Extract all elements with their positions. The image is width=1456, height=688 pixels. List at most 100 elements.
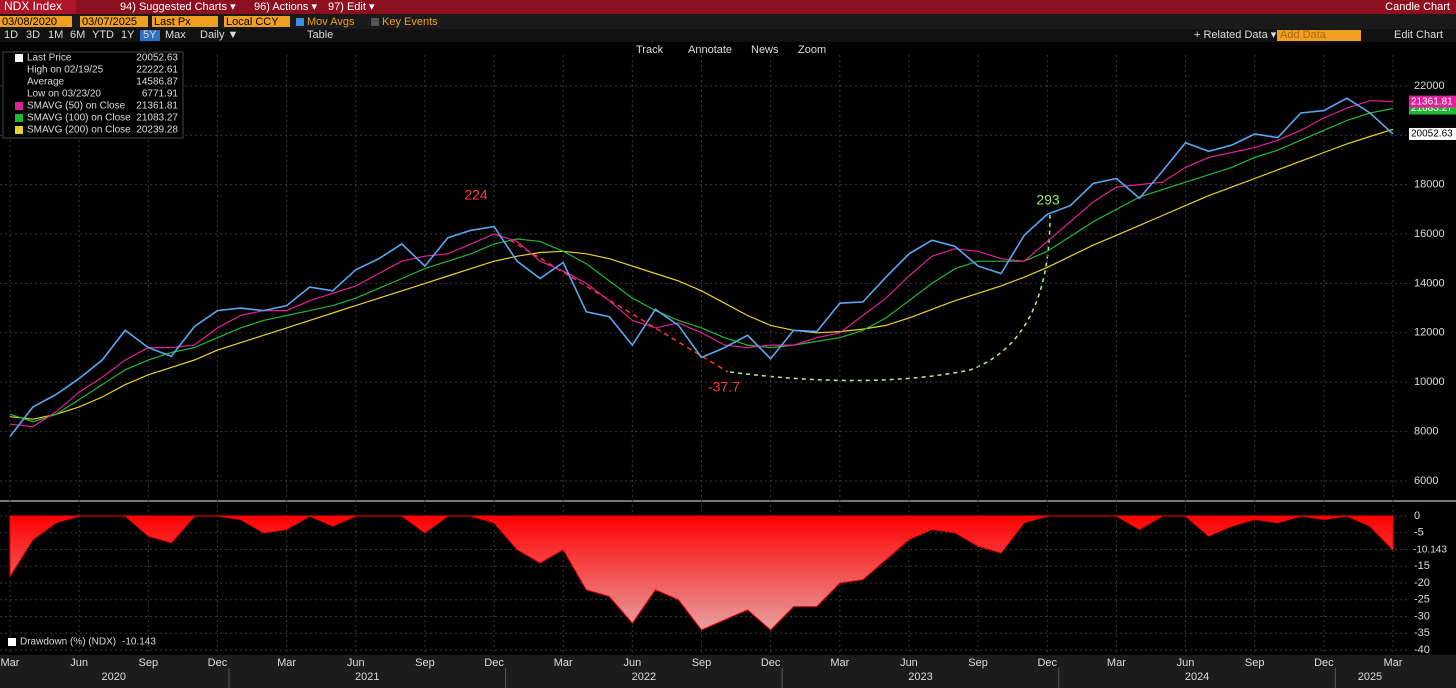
x-year-label: 2021 xyxy=(355,671,379,683)
field[interactable]: Last Px xyxy=(154,16,191,28)
x-tick-label: Mar xyxy=(277,657,296,669)
legend-label: Average xyxy=(27,77,65,88)
x-tick-label: Dec xyxy=(1314,657,1334,669)
add-data[interactable]: Add Data xyxy=(1280,29,1327,41)
menu[interactable]: 94) Suggested Charts ▾ xyxy=(120,1,236,13)
security[interactable]: NDX Index xyxy=(4,0,62,13)
x-tick-label: Jun xyxy=(623,657,641,669)
legend-value: 6771.91 xyxy=(142,89,179,100)
end-date[interactable]: 03/07/2025 xyxy=(82,16,137,28)
security-box xyxy=(0,0,76,14)
legend-value: 21083.27 xyxy=(136,113,178,124)
legend-label: SMAVG (50) on Close xyxy=(27,101,126,112)
y-tick-label: 18000 xyxy=(1414,179,1445,191)
x-year-label: 2024 xyxy=(1185,671,1209,683)
title-bar xyxy=(0,0,1456,14)
y-tick-label: 6000 xyxy=(1414,475,1438,487)
last-value-label: 21361.81 xyxy=(1411,96,1453,107)
x-tick-label: Sep xyxy=(968,657,988,669)
y-tick-label: -40 xyxy=(1414,644,1430,656)
legend-swatch xyxy=(15,126,23,134)
x-tick-label: Mar xyxy=(554,657,573,669)
drawdown-arrow xyxy=(509,239,729,373)
related-data[interactable]: + Related Data ▾ xyxy=(1194,29,1277,41)
drawdown-area xyxy=(9,515,1394,631)
last-value-label: -10.143 xyxy=(1413,545,1447,556)
x-year-label: 2022 xyxy=(632,671,656,683)
legend-swatch xyxy=(8,638,16,646)
annotation: 293 xyxy=(1036,192,1060,208)
plot: Mar Jun Sep Dec Mar Jun Sep Dec Mar Jun Sep Dec Mar J… xyxy=(0,51,1456,688)
series-line xyxy=(9,107,1394,423)
legend-value: 20239.28 xyxy=(136,125,178,136)
x-tick-label: Mar xyxy=(1107,657,1126,669)
series-line xyxy=(9,97,1394,437)
menu[interactable]: 97) Edit ▾ xyxy=(328,1,375,13)
x-tick-label: Sep xyxy=(415,657,435,669)
period-bar xyxy=(0,29,1456,42)
period-button[interactable]: Max xyxy=(165,29,186,41)
legend-swatch xyxy=(15,102,23,110)
y-tick-label: 22000 xyxy=(1414,80,1445,92)
currency[interactable]: Local CCY xyxy=(226,16,279,28)
y-tick-label: 0 xyxy=(1414,510,1420,522)
tool[interactable]: Annotate xyxy=(688,44,732,56)
y-tick-label: 8000 xyxy=(1414,425,1438,437)
legend-label: SMAVG (200) on Close xyxy=(27,125,131,136)
option[interactable]: Key Events xyxy=(382,16,438,28)
last-value-label: 21083.27 xyxy=(1411,103,1453,114)
edit-chart[interactable]: Edit Chart xyxy=(1394,29,1443,41)
field-box xyxy=(152,16,218,27)
x-tick-label: Mar xyxy=(830,657,849,669)
y-tick-label: -25 xyxy=(1414,594,1430,606)
x-tick-label: Mar xyxy=(1,657,20,669)
series-line xyxy=(9,100,1394,428)
field-box xyxy=(80,16,148,27)
legend-value: 21361.81 xyxy=(136,101,178,112)
menu[interactable]: 96) Actions ▾ xyxy=(254,1,317,13)
legend-value: 14586.87 xyxy=(136,77,178,88)
x-tick-label: Jun xyxy=(70,657,88,669)
period-button[interactable]: 1D xyxy=(4,29,18,41)
x-tick-label: Jun xyxy=(900,657,918,669)
x-year-label: 2023 xyxy=(908,671,932,683)
settings-bar xyxy=(0,14,1456,29)
legend-label: Low on 03/23/20 xyxy=(27,89,101,100)
legend-value: -10.143 xyxy=(122,637,156,648)
period-button[interactable]: 1Y xyxy=(121,29,135,41)
x-tick-label: Dec xyxy=(1037,657,1057,669)
last-value-box xyxy=(1409,544,1456,557)
legend-value: 22222.61 xyxy=(136,65,178,76)
period-button[interactable]: YTD xyxy=(92,29,114,41)
option[interactable]: Mov Avgs xyxy=(307,16,355,28)
table-button[interactable]: Table xyxy=(307,29,333,41)
last-value-box xyxy=(1409,95,1456,108)
series-line xyxy=(9,128,1394,420)
add-data-box[interactable] xyxy=(1277,30,1361,41)
checkbox[interactable] xyxy=(296,18,304,26)
x-tick-label: Dec xyxy=(761,657,781,669)
y-tick-label: 14000 xyxy=(1414,277,1445,289)
checkbox[interactable] xyxy=(371,18,379,26)
tool[interactable]: Track xyxy=(636,44,664,56)
x-tick-label: Jun xyxy=(347,657,365,669)
tool[interactable]: News xyxy=(751,44,779,56)
chart-kind: Candle Chart xyxy=(1385,1,1450,13)
y-tick-label: -30 xyxy=(1414,610,1430,622)
y-tick-label: -20 xyxy=(1414,577,1430,589)
period-button[interactable]: 3D xyxy=(26,29,40,41)
field-box xyxy=(0,16,72,27)
y-tick-label: -35 xyxy=(1414,627,1430,639)
frequency[interactable]: Daily ▼ xyxy=(200,29,238,41)
annotation: 224 xyxy=(464,187,488,203)
period-button[interactable]: 6M xyxy=(70,29,85,41)
tool[interactable]: Zoom xyxy=(798,44,826,56)
period-button[interactable]: 1M xyxy=(48,29,63,41)
x-tick-label: Sep xyxy=(139,657,159,669)
x-tick-label: Mar xyxy=(1384,657,1403,669)
start-date[interactable]: 03/08/2020 xyxy=(2,16,57,28)
annotation: -37.7 xyxy=(708,379,740,395)
period-button[interactable]: 5Y xyxy=(143,29,157,41)
